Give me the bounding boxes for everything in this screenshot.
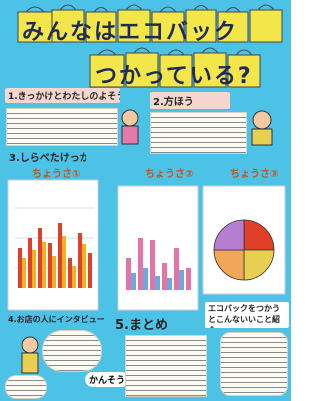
section-label: 1.きっかけとわたしのよそう [5,88,120,103]
section-label: 4.お店の人にインタビュー [5,313,105,326]
text-block [150,112,247,154]
title-line2: つかっている? [95,58,253,90]
section-label: エコバックをつかうとこんないいこと紹介 [205,302,289,328]
section-label: 2.方ほう [150,92,230,109]
text-block [125,335,207,397]
speech-bubble [42,330,102,372]
section-label: 5.まとめ [112,313,187,334]
text-block [220,332,288,396]
title-line1: みんなはエコバック [22,14,238,46]
poster: みんなはエコバック つかっている? 1.きっかけとわたしのよそう 2.方ほう 3… [0,0,291,401]
impression-label: かんそう [85,372,129,387]
chart-illustrations [0,178,291,313]
text-block [6,108,118,146]
speech-bubble [5,375,47,399]
section-label: 3.しらべたけっか [6,148,86,165]
